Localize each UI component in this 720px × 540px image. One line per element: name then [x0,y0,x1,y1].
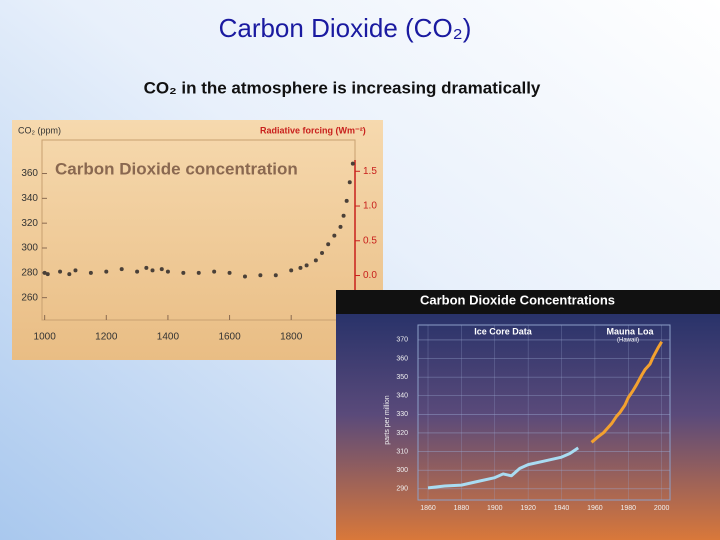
data-point [258,273,263,278]
plot-frame [417,324,671,501]
y-axis-label: parts per million [384,395,391,445]
y-tick-label: 330 [396,411,408,418]
x-tick-label: 1200 [95,332,118,343]
data-point [227,270,232,275]
y-tick-label: 320 [21,218,38,229]
data-point [88,270,93,275]
data-point [212,269,217,274]
data-point [273,273,278,278]
x-tick-label: 1920 [520,505,536,512]
x-tick-label: 1400 [157,332,180,343]
y-axis-label: CO₂ (ppm) [18,125,61,135]
y-tick-label: 370 [396,337,408,344]
data-point [332,233,337,238]
x-tick-label: 2000 [654,505,670,512]
data-point [42,270,47,275]
data-point [104,269,109,274]
x-tick-label: 1940 [554,505,570,512]
data-point [67,272,72,277]
series-label: Ice Core Data [474,326,533,336]
y-tick-label: 360 [21,168,38,179]
x-tick-label: 1000 [34,332,57,343]
slide-title: Carbon Dioxide (CO₂) [219,13,472,43]
chart-2: Carbon Dioxide Concentrations parts per m… [336,290,720,540]
x-tick-label: 1980 [620,505,636,512]
y-tick-label: 340 [396,393,408,400]
x-tick-label: 1860 [420,505,436,512]
data-point [313,258,318,263]
y-tick-label: 350 [396,374,408,381]
data-point [298,265,303,270]
y-tick-label: 320 [396,430,408,437]
x-tick-label: 1600 [218,332,241,343]
data-point [58,269,63,274]
x-tick-label: 1880 [454,505,470,512]
y2-tick-label: 0.0 [363,270,377,281]
y2-axis-label: Radiative forcing (Wm⁻²) [260,125,366,135]
y2-tick-label: 1.0 [363,201,377,212]
y-tick-label: 310 [396,448,408,455]
data-point [196,270,201,275]
data-point [320,250,325,255]
y-tick-label: 280 [21,267,38,278]
chart-title: Carbon Dioxide concentration [55,159,298,178]
data-point [344,198,349,203]
y-tick-label: 300 [21,243,38,254]
series-label: Mauna Loa [606,326,654,336]
y-tick-label: 360 [396,355,408,362]
x-tick-label: 1900 [487,505,503,512]
data-point [341,213,346,218]
data-point [289,268,294,273]
y-tick-label: 260 [21,292,38,303]
data-point [326,242,331,247]
y2-tick-label: 0.5 [363,235,377,246]
data-point [165,269,170,274]
data-point [45,272,50,277]
data-point [119,267,124,272]
data-point [347,180,352,185]
chart-1-background [12,120,383,360]
y2-tick-label: 1.5 [363,166,377,177]
data-point [242,274,247,279]
x-tick-label: 1800 [280,332,303,343]
data-point [159,267,164,272]
annotation: (Hawaii) [617,338,639,344]
slide-subtitle: CO₂ in the atmosphere is increasing dram… [144,78,541,97]
y-tick-label: 300 [396,467,408,474]
x-tick-label: 1960 [587,505,603,512]
data-point [73,268,78,273]
data-point [144,265,149,270]
series-line [427,446,580,490]
data-point [135,269,140,274]
chart-title: Carbon Dioxide Concentrations [420,292,615,307]
data-point [304,263,309,268]
chart-2-header [336,290,720,314]
y-tick-label: 290 [396,486,408,493]
data-point [181,270,186,275]
series-line [590,340,663,444]
chart-1: Carbon Dioxide concentration CO₂ (ppm) Rad… [12,120,383,360]
y-tick-label: 340 [21,193,38,204]
data-point [350,161,355,166]
data-point [338,224,343,229]
data-point [150,268,155,273]
